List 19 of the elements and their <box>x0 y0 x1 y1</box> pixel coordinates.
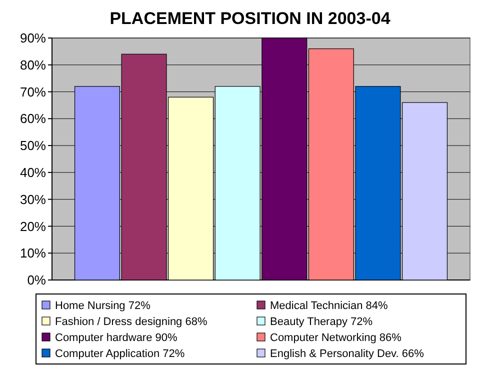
legend-label: Fashion / Dress designing 68% <box>55 316 208 328</box>
y-tick-label: 40% <box>20 164 46 180</box>
legend-label: Computer Application 72% <box>55 348 185 360</box>
y-tick-label: 60% <box>20 111 46 126</box>
y-tick-label: 30% <box>20 192 46 207</box>
y-tick-label: 20% <box>20 218 46 234</box>
legend-label: Computer hardware 90% <box>55 332 178 344</box>
y-tick-label: 80% <box>20 57 46 72</box>
y-tick-label: 90% <box>20 30 46 46</box>
legend-label: Computer Networking 86% <box>270 332 402 344</box>
chart-title: PLACEMENT POSITION IN 2003-04 <box>110 9 391 28</box>
legend-label: English & Personality Dev. 66% <box>270 348 424 360</box>
legend-label: Beauty Therapy 72% <box>270 316 373 328</box>
y-tick-label: 10% <box>20 246 46 261</box>
y-tick-label: 70% <box>20 84 46 100</box>
y-tick-label: 0% <box>27 272 46 288</box>
legend-label: Medical Technician 84% <box>270 300 388 312</box>
y-tick-label: 50% <box>20 138 46 154</box>
legend-label: Home Nursing 72% <box>55 300 151 312</box>
